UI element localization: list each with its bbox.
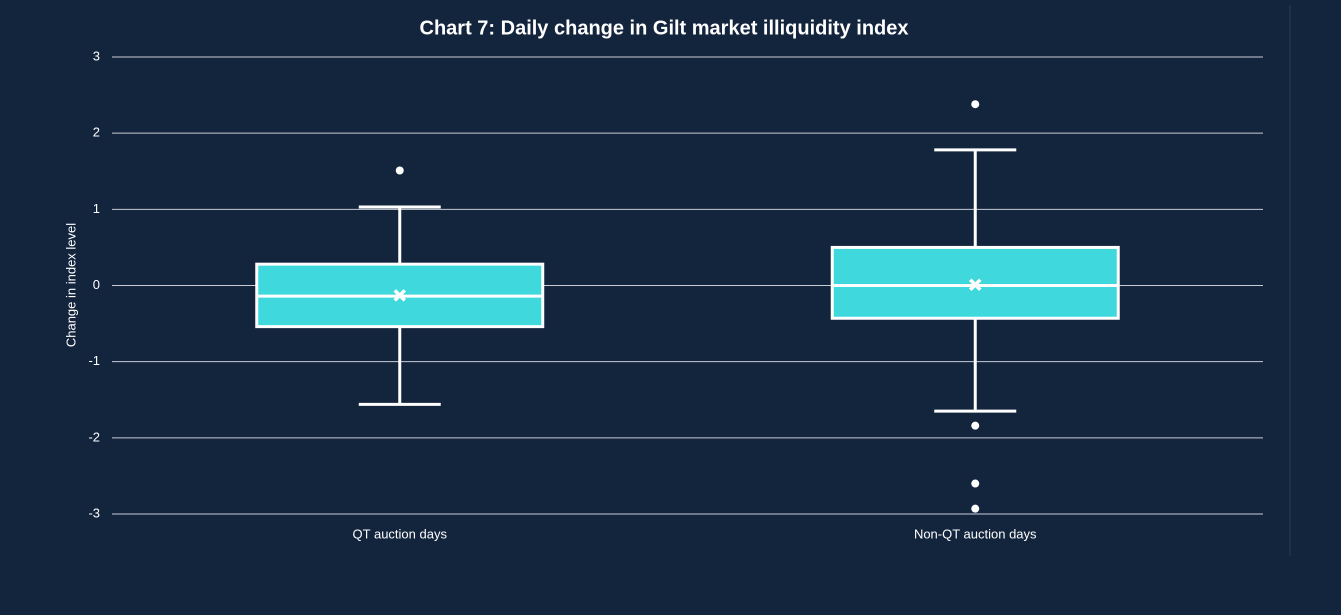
y-tick-label: 0 <box>93 277 100 292</box>
y-tick-label: -1 <box>88 353 100 368</box>
y-axis-label: Change in index level <box>63 223 78 347</box>
y-tick-label: 2 <box>93 125 100 140</box>
y-tick-label: -2 <box>88 429 100 444</box>
mean-marker <box>393 289 406 302</box>
y-tick-label: 1 <box>93 201 100 216</box>
outlier <box>971 504 980 513</box>
outlier <box>971 100 980 109</box>
y-tick-label: -3 <box>88 505 100 520</box>
x-tick-label: Non-QT auction days <box>914 526 1037 541</box>
y-tick-label: 3 <box>93 48 100 63</box>
outlier <box>971 421 980 430</box>
outlier <box>395 166 404 175</box>
chart-title: Chart 7: Daily change in Gilt market ill… <box>420 17 909 39</box>
mean-marker <box>969 278 982 291</box>
x-tick-label: QT auction days <box>353 526 448 541</box>
outlier <box>971 479 980 488</box>
